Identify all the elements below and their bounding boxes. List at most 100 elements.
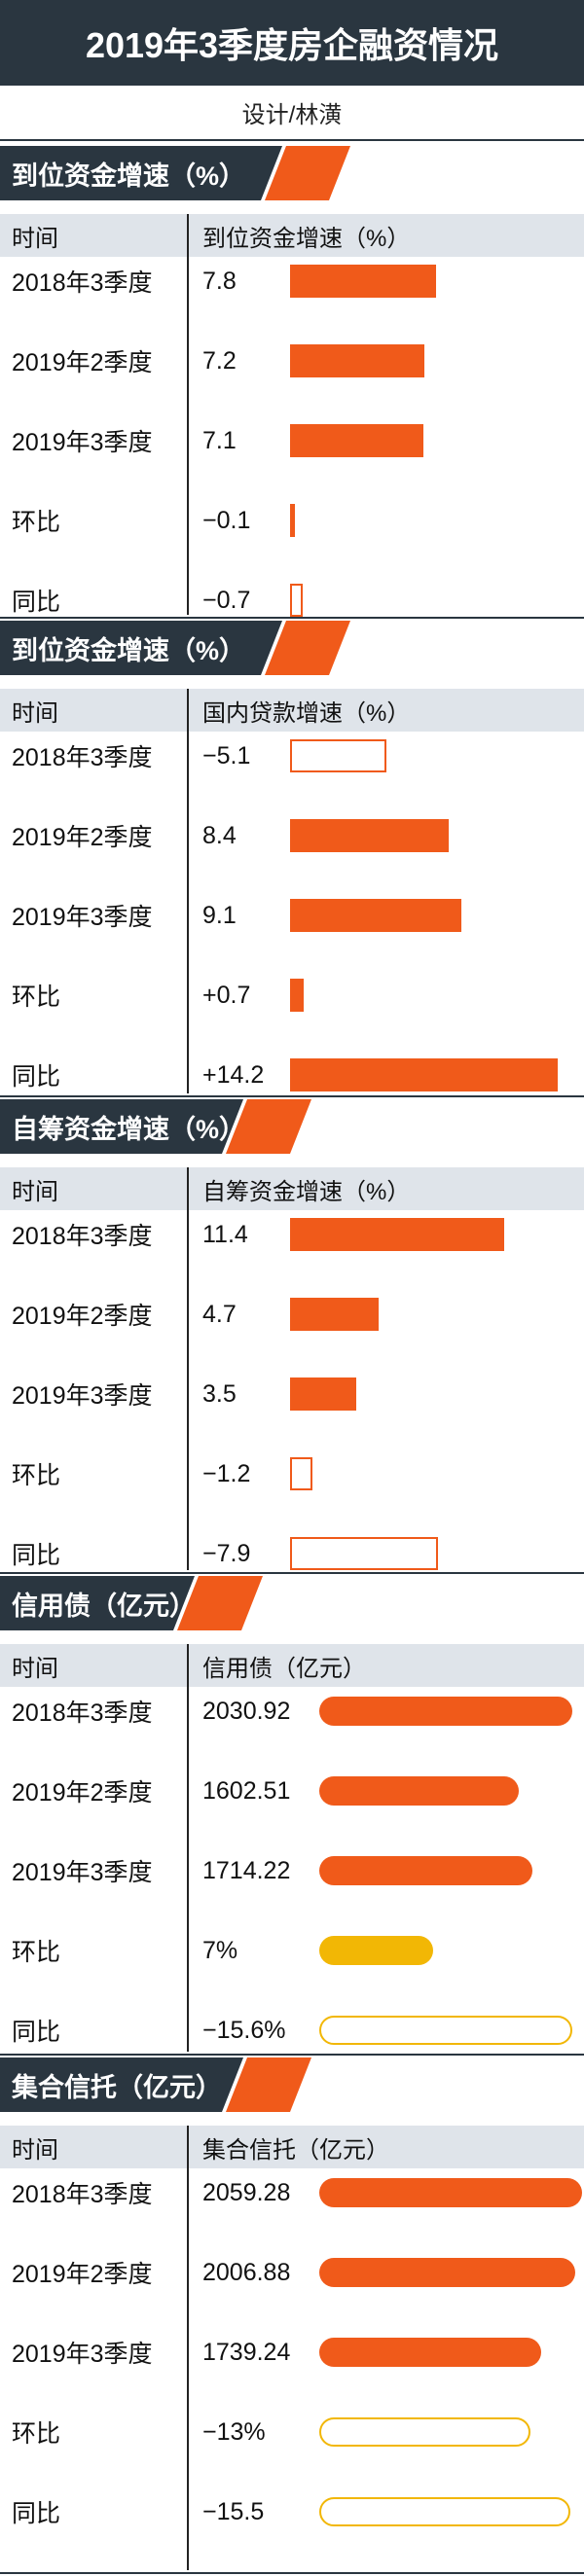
table-row: 2019年3季度 7.1: [0, 401, 584, 481]
data-label: −7.9: [202, 1539, 251, 1567]
column-divider: [187, 1167, 189, 1570]
data-label: 8.4: [202, 821, 237, 849]
table-row: 环比 −1.2: [0, 1434, 584, 1514]
column-header-time: 时间: [12, 2136, 58, 2164]
section-header: 到位资金增速（%）: [0, 146, 584, 200]
section-title: 集合信托（亿元）: [12, 2072, 222, 2102]
table-row: 2018年3季度 7.8: [0, 241, 584, 321]
table-row: 环比 +0.7: [0, 955, 584, 1035]
data-label: −5.1: [202, 741, 251, 769]
bar: [290, 739, 386, 772]
row-label: 环比: [12, 2420, 61, 2448]
header-dark-shape: [0, 146, 282, 200]
header-dark-shape: [0, 2057, 243, 2112]
header-accent-shape: [177, 1576, 263, 1630]
row-label: 同比: [12, 1542, 61, 1569]
bar: [290, 979, 304, 1012]
column-header-value: 国内贷款增速（%）: [202, 699, 411, 727]
bar: [290, 1537, 439, 1570]
chart-section-2: 到位资金增速（%） 时间 国内贷款增速（%） 2018年3季度 −5.1 2019年2季度…: [0, 621, 584, 1099]
table-row: 同比 −0.7: [0, 560, 584, 640]
bar: [319, 2497, 571, 2526]
section-header: 自筹资金增速（%）: [0, 1099, 584, 1154]
bar: [319, 1936, 433, 1965]
header-dark-shape: [0, 621, 282, 675]
table-row: 环比 7%: [0, 1911, 584, 1990]
chart-section-3: 自筹资金增速（%） 时间 自筹资金增速（%） 2018年3季度 11.4 2019年2季度…: [0, 1099, 584, 1576]
data-label: 11.4: [202, 1220, 248, 1248]
row-label: 环比: [12, 984, 61, 1011]
data-label: −13%: [202, 2417, 266, 2446]
table-row: 同比 −7.9: [0, 1514, 584, 1593]
table-row: 2018年3季度 2030.92: [0, 1671, 584, 1751]
data-label: +14.2: [202, 1060, 265, 1089]
row-label: 2019年2季度: [12, 2261, 153, 2288]
table-row: 2019年2季度 1602.51: [0, 1751, 584, 1831]
table-row: 2019年3季度 3.5: [0, 1354, 584, 1434]
column-header: 时间 自筹资金增速（%）: [0, 1167, 584, 1210]
column-divider: [187, 214, 189, 615]
column-header-time: 时间: [12, 1178, 58, 1205]
row-label: 2019年3季度: [12, 2341, 153, 2368]
bar: [290, 899, 462, 932]
section-title: 自筹资金增速（%）: [12, 1114, 246, 1144]
table-row: 同比 −15.6%: [0, 1990, 584, 2070]
data-label: 7%: [202, 1936, 238, 1964]
data-label: 3.5: [202, 1379, 237, 1408]
data-label: 1714.22: [202, 1856, 291, 1884]
chart-section-4: 信用债（亿元） 时间 信用债（亿元） 2018年3季度 2030.92 2019年2季度 1…: [0, 1576, 584, 2057]
row-label: 2019年3季度: [12, 904, 153, 931]
section-header-banner: [0, 1576, 263, 1630]
data-label: −15.5: [202, 2497, 265, 2525]
data-label: −0.7: [202, 586, 251, 614]
bar: [319, 2178, 582, 2207]
row-label: 2018年3季度: [12, 744, 153, 771]
bar: [290, 1218, 504, 1251]
table-row: 2019年3季度 9.1: [0, 876, 584, 955]
table-row: 2019年3季度 1739.24: [0, 2312, 584, 2392]
column-header-value: 信用债（亿元）: [202, 1655, 366, 1682]
data-label: 4.7: [202, 1300, 237, 1328]
column-divider: [187, 1644, 189, 2052]
section-header: 到位资金增速（%）: [0, 621, 584, 675]
table-row: 环比 −0.1: [0, 481, 584, 560]
section-title: 信用债（亿元）: [12, 1591, 196, 1621]
table-row: 2018年3季度 −5.1: [0, 716, 584, 796]
column-header-time: 时间: [12, 1655, 58, 1682]
header-accent-shape: [226, 2057, 311, 2112]
row-label: 同比: [12, 589, 61, 616]
row-label: 环比: [12, 509, 61, 536]
designer-credit: 设计/林潢: [241, 102, 343, 128]
bar: [290, 819, 449, 852]
chart-section-1: 到位资金增速（%） 时间 到位资金增速（%） 2018年3季度 7.8 2019年2季度 7…: [0, 146, 584, 621]
table-row: 2019年3季度 1714.22: [0, 1831, 584, 1911]
row-label: 同比: [12, 1063, 61, 1091]
row-label: 2019年2季度: [12, 349, 153, 376]
data-label: 2030.92: [202, 1697, 291, 1725]
section-header-banner: [0, 621, 350, 675]
row-label: 2018年3季度: [12, 2181, 153, 2208]
bar: [290, 265, 436, 298]
row-label: 环比: [12, 1462, 61, 1489]
section-divider: [0, 617, 584, 619]
bar: [290, 424, 423, 457]
row-label: 2018年3季度: [12, 1223, 153, 1250]
header-dark-shape: [0, 1099, 243, 1154]
row-label: 2019年3季度: [12, 1382, 153, 1410]
data-label: +0.7: [202, 981, 251, 1009]
bar: [319, 1776, 520, 1806]
data-label: 7.1: [202, 426, 237, 454]
section-divider: [0, 1095, 584, 1097]
table-row: 环比 −13%: [0, 2392, 584, 2472]
data-label: −1.2: [202, 1459, 251, 1487]
row-label: 环比: [12, 1939, 61, 1966]
data-label: 2006.88: [202, 2258, 291, 2286]
row-label: 2018年3季度: [12, 269, 153, 297]
data-label: 2059.28: [202, 2178, 291, 2206]
page-title: 2019年3季度房企融资情况: [0, 0, 584, 86]
bar: [319, 2016, 572, 2045]
table-row: 2019年2季度 8.4: [0, 796, 584, 876]
table-row: 2019年2季度 4.7: [0, 1274, 584, 1354]
data-label: −15.6%: [202, 2016, 286, 2044]
row-label: 2019年2季度: [12, 824, 153, 851]
